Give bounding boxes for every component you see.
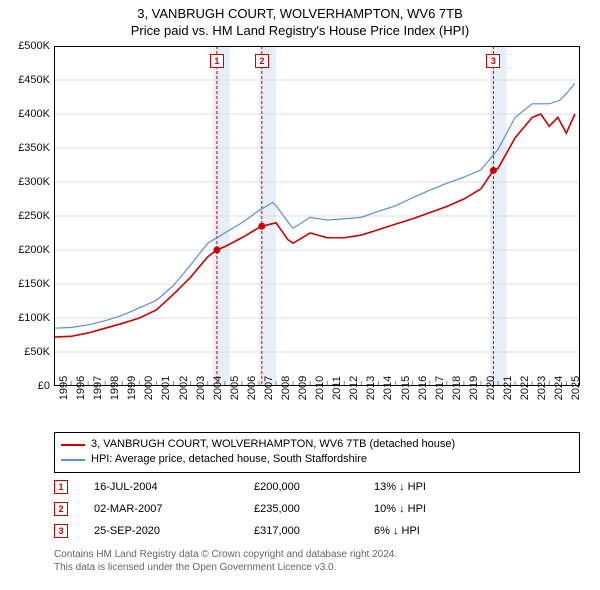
- legend: 3, VANBRUGH COURT, WOLVERHAMPTON, WV6 7T…: [54, 432, 580, 473]
- xtick-label: 2022: [519, 376, 531, 400]
- xtick-label: 1998: [109, 376, 121, 400]
- sale-date: 25-SEP-2020: [94, 525, 254, 537]
- legend-swatch: [61, 459, 85, 461]
- xtick-label: 2006: [246, 376, 258, 400]
- ytick-label: £300K: [18, 176, 50, 188]
- ytick-label: £100K: [18, 312, 50, 324]
- ytick-label: £350K: [18, 142, 50, 154]
- ytick-label: £500K: [18, 40, 50, 52]
- attribution: Contains HM Land Registry data © Crown c…: [54, 548, 580, 574]
- legend-label: HPI: Average price, detached house, Sout…: [91, 452, 367, 467]
- sale-delta: 10% ↓ HPI: [374, 503, 514, 515]
- sale-table: 1 16-JUL-2004£200,00013% ↓ HPI 2 02-MAR-200…: [54, 476, 580, 542]
- xtick-label: 2003: [195, 376, 207, 400]
- xtick-label: 1999: [126, 376, 138, 400]
- sale-date: 02-MAR-2007: [94, 503, 254, 515]
- attribution-line2: This data is licensed under the Open Gov…: [54, 561, 580, 574]
- xtick-label: 1996: [75, 376, 87, 400]
- xtick-label: 2010: [314, 376, 326, 400]
- xtick-label: 2007: [263, 376, 275, 400]
- ytick-label: £200K: [18, 244, 50, 256]
- xtick-label: 2015: [400, 376, 412, 400]
- xtick-label: 2012: [348, 376, 360, 400]
- chart-svg: [54, 46, 580, 386]
- xtick-label: 2021: [502, 376, 514, 400]
- root: 3, VANBRUGH COURT, WOLVERHAMPTON, WV6 7T…: [0, 0, 600, 590]
- ytick-label: £450K: [18, 74, 50, 86]
- xtick-label: 2025: [570, 376, 582, 400]
- ytick-label: £400K: [18, 108, 50, 120]
- legend-row: 3, VANBRUGH COURT, WOLVERHAMPTON, WV6 7T…: [61, 437, 573, 452]
- xtick-label: 2017: [434, 376, 446, 400]
- xtick-label: 1997: [92, 376, 104, 400]
- xtick-label: 2024: [553, 376, 565, 400]
- attribution-line1: Contains HM Land Registry data © Crown c…: [54, 548, 580, 561]
- legend-row: HPI: Average price, detached house, Sout…: [61, 452, 573, 467]
- legend-swatch: [61, 444, 85, 446]
- xtick-label: 2019: [468, 376, 480, 400]
- xtick-label: 2011: [331, 376, 343, 400]
- title-block: 3, VANBRUGH COURT, WOLVERHAMPTON, WV6 7T…: [0, 0, 600, 40]
- sale-date: 16-JUL-2004: [94, 481, 254, 493]
- sale-marker-box: 2: [54, 502, 68, 516]
- sale-row: 3 25-SEP-2020£317,0006% ↓ HPI: [54, 520, 580, 542]
- legend-label: 3, VANBRUGH COURT, WOLVERHAMPTON, WV6 7T…: [91, 437, 455, 452]
- sale-row: 2 02-MAR-2007£235,00010% ↓ HPI: [54, 498, 580, 520]
- sale-marker-box: 3: [54, 524, 68, 538]
- xtick-label: 2013: [365, 376, 377, 400]
- ytick-label: £150K: [18, 278, 50, 290]
- xtick-label: 2009: [297, 376, 309, 400]
- title-subtitle: Price paid vs. HM Land Registry's House …: [0, 23, 600, 40]
- sale-delta: 6% ↓ HPI: [374, 525, 514, 537]
- ytick-label: £250K: [18, 210, 50, 222]
- ytick-label: £0: [38, 380, 50, 392]
- xtick-label: 2023: [536, 376, 548, 400]
- xtick-label: 2002: [178, 376, 190, 400]
- xtick-label: 2000: [143, 376, 155, 400]
- xtick-label: 2008: [280, 376, 292, 400]
- xtick-label: 2016: [417, 376, 429, 400]
- xtick-label: 2018: [451, 376, 463, 400]
- sale-marker-3: 3: [486, 54, 500, 68]
- chart: £0£50K£100K£150K£200K£250K£300K£350K£400…: [54, 46, 580, 386]
- sale-marker-1: 1: [210, 54, 224, 68]
- xtick-label: 2014: [382, 376, 394, 400]
- sale-marker-2: 2: [255, 54, 269, 68]
- xtick-label: 2020: [485, 376, 497, 400]
- xtick-label: 1995: [58, 376, 70, 400]
- sale-row: 1 16-JUL-2004£200,00013% ↓ HPI: [54, 476, 580, 498]
- xtick-label: 2005: [229, 376, 241, 400]
- ytick-label: £50K: [24, 346, 50, 358]
- xtick-label: 2004: [212, 376, 224, 400]
- sale-price: £235,000: [254, 503, 374, 515]
- sale-delta: 13% ↓ HPI: [374, 481, 514, 493]
- sale-price: £200,000: [254, 481, 374, 493]
- sale-marker-box: 1: [54, 480, 68, 494]
- title-address: 3, VANBRUGH COURT, WOLVERHAMPTON, WV6 7T…: [0, 6, 600, 23]
- xtick-label: 2001: [160, 376, 172, 400]
- sale-price: £317,000: [254, 525, 374, 537]
